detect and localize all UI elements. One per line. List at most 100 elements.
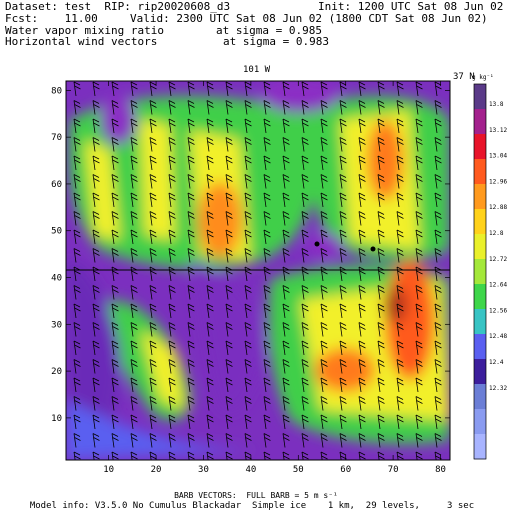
wind-barb <box>225 322 233 337</box>
y-tick-label: 10 <box>51 414 62 424</box>
wind-barb <box>454 341 461 355</box>
wind-barb <box>339 81 347 97</box>
wind-barb <box>225 340 233 356</box>
wind-barb <box>111 451 119 460</box>
wind-barb <box>301 451 309 460</box>
wind-barb <box>187 137 195 152</box>
wind-barb <box>130 81 138 97</box>
wind-barb <box>434 285 442 300</box>
wind-barb <box>339 377 347 393</box>
wind-barb <box>320 174 328 189</box>
wind-barb <box>244 137 252 152</box>
colorbar-segment <box>474 334 486 360</box>
wind-barb <box>187 359 195 374</box>
wind-barb <box>339 414 347 430</box>
wind-barb <box>377 303 385 319</box>
wind-barb <box>339 118 347 134</box>
wind-barb <box>244 229 252 245</box>
wind-barb <box>454 249 461 263</box>
wind-barb <box>301 118 309 134</box>
wind-barb <box>358 433 366 448</box>
wind-barb <box>130 248 138 263</box>
y-tick-label: 80 <box>51 86 62 96</box>
colorbar-label: 12.8 <box>489 230 504 237</box>
wind-barb <box>206 340 214 356</box>
wind-barb <box>168 322 176 337</box>
wind-barb <box>377 100 385 115</box>
wind-barb <box>377 174 385 189</box>
wind-barb <box>454 360 461 374</box>
wind-barb <box>396 229 404 245</box>
wind-barb <box>130 303 138 319</box>
wind-barb <box>454 230 461 244</box>
wind-barb <box>396 155 404 171</box>
colorbar-label: 12.48 <box>489 333 507 340</box>
wind-barb <box>73 433 81 448</box>
y-axis-labels: 10 20 30 40 50 60 70 80 <box>51 86 62 424</box>
wind-barb <box>225 192 233 208</box>
wind-barb <box>320 155 328 171</box>
wind-barb <box>73 229 81 245</box>
wind-barbs <box>73 81 461 460</box>
wind-barb <box>92 396 100 411</box>
wind-barb <box>282 396 290 411</box>
wind-barb <box>454 212 461 226</box>
wind-barb <box>225 396 233 411</box>
wind-barb <box>434 155 442 171</box>
wind-barb <box>263 100 271 115</box>
field1-level-label: at sigma = 0.985 <box>216 24 322 37</box>
wind-barb <box>244 303 252 319</box>
wind-barb <box>396 118 404 134</box>
wind-barb <box>454 138 461 152</box>
wind-barb <box>415 377 423 393</box>
wind-barb <box>73 322 81 337</box>
wind-barb <box>358 322 366 337</box>
colorbar-segment <box>474 259 486 285</box>
y-tick-label: 40 <box>51 274 62 284</box>
wind-barb <box>454 323 461 337</box>
colorbar-segment <box>474 434 486 460</box>
wind-barb <box>73 248 81 263</box>
wind-barb <box>130 396 138 411</box>
wind-barb <box>225 377 233 393</box>
wind-barb <box>73 81 81 97</box>
wind-barb <box>225 229 233 245</box>
wind-barb <box>320 359 328 374</box>
wind-barb <box>339 396 347 411</box>
wind-barb <box>282 118 290 134</box>
x-tick-label: 60 <box>340 465 351 475</box>
wind-barb <box>358 137 366 152</box>
wind-barb <box>73 285 81 300</box>
wind-barb <box>454 156 461 170</box>
init-label: Init: 1200 UTC Sat 08 Jun 02 <box>318 0 504 13</box>
wind-barb <box>415 303 423 319</box>
wind-barb <box>263 118 271 134</box>
wind-barb <box>415 451 423 460</box>
wind-barb <box>263 229 271 245</box>
wind-barb <box>244 211 252 226</box>
wind-barb <box>301 81 309 97</box>
wind-barb <box>244 451 252 460</box>
wind-barb <box>92 229 100 245</box>
colorbar-labels: 13.8 13.12 13.04 12.96 12.88 12.8 12.72 12.64 12… <box>489 101 507 392</box>
wind-barb <box>168 433 176 448</box>
wind-barb <box>244 81 252 97</box>
wind-barb <box>301 285 309 300</box>
wind-barb <box>301 414 309 430</box>
wind-barb <box>358 451 366 460</box>
station-marker <box>370 246 376 252</box>
wind-barb <box>130 414 138 430</box>
wind-barb <box>282 303 290 319</box>
colorbar-segment <box>474 309 486 335</box>
wind-barb <box>92 137 100 152</box>
wind-barb <box>244 285 252 300</box>
wind-barb <box>168 211 176 226</box>
wind-barb <box>434 396 442 411</box>
wind-barb <box>434 414 442 430</box>
wind-barb <box>206 377 214 393</box>
wind-barb <box>320 322 328 337</box>
wind-barb <box>282 248 290 263</box>
wind-barb <box>396 137 404 152</box>
wind-barb <box>377 211 385 226</box>
wind-barb <box>301 137 309 152</box>
